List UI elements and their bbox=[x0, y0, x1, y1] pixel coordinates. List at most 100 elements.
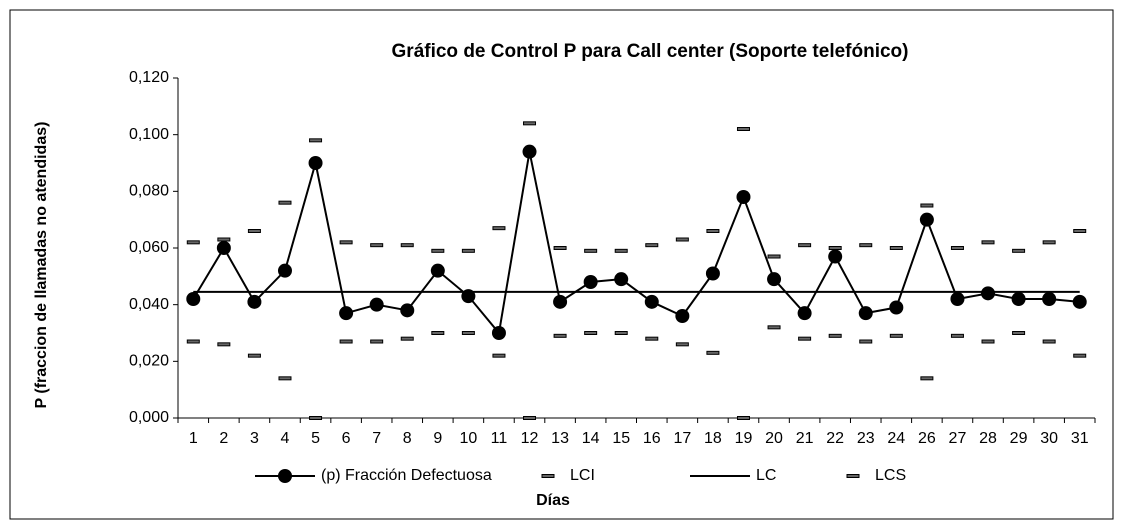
series-marker bbox=[309, 138, 323, 143]
x-tick-label: 16 bbox=[643, 430, 661, 447]
series-marker bbox=[645, 336, 659, 341]
y-tick-label: 0,120 bbox=[129, 69, 169, 86]
series-marker bbox=[1012, 331, 1026, 335]
series-marker bbox=[430, 263, 445, 278]
series-marker bbox=[675, 342, 689, 347]
series-marker bbox=[736, 190, 751, 204]
x-tick-label: 13 bbox=[551, 430, 569, 447]
x-tick-label: 17 bbox=[673, 430, 691, 447]
series-marker bbox=[431, 331, 445, 335]
series-marker bbox=[461, 331, 475, 335]
legend-label: (p) Fracción Defectuosa bbox=[321, 467, 492, 484]
x-tick-label: 31 bbox=[1071, 430, 1089, 447]
series-marker bbox=[400, 336, 414, 341]
chart-border bbox=[9, 9, 1114, 520]
series-marker bbox=[981, 286, 996, 301]
x-tick-label: 10 bbox=[459, 430, 477, 447]
series-marker bbox=[614, 331, 628, 335]
x-tick-label: 21 bbox=[796, 430, 814, 447]
series-marker bbox=[767, 254, 781, 259]
series-marker bbox=[1042, 339, 1056, 344]
series-marker bbox=[186, 339, 200, 344]
series-marker bbox=[492, 353, 506, 358]
y-tick-label: 0,080 bbox=[129, 183, 169, 200]
legend-marker bbox=[846, 474, 860, 478]
series-marker bbox=[369, 297, 384, 312]
series-marker bbox=[247, 353, 261, 358]
series-marker bbox=[400, 303, 415, 318]
series-marker bbox=[217, 342, 231, 347]
series-marker bbox=[858, 306, 873, 321]
series-marker bbox=[1072, 294, 1087, 309]
series-marker bbox=[584, 248, 598, 253]
x-tick-label: 6 bbox=[342, 430, 351, 447]
y-tick-label: 0,040 bbox=[129, 296, 169, 313]
series-marker bbox=[889, 333, 903, 338]
series-marker bbox=[706, 350, 720, 355]
x-tick-label: 9 bbox=[433, 430, 442, 447]
x-tick-label: 3 bbox=[250, 430, 259, 447]
x-tick-label: 14 bbox=[582, 430, 600, 447]
series-marker bbox=[950, 246, 964, 250]
series-marker bbox=[523, 416, 537, 420]
series-marker bbox=[828, 246, 842, 250]
series-marker bbox=[339, 240, 353, 245]
series-marker bbox=[278, 376, 292, 381]
y-tick-label: 0,100 bbox=[129, 126, 169, 143]
x-tick-label: 22 bbox=[826, 430, 844, 447]
series-marker bbox=[1011, 292, 1026, 306]
series-marker bbox=[216, 241, 231, 255]
series-marker bbox=[705, 266, 720, 281]
series-marker bbox=[828, 333, 842, 338]
series-marker bbox=[277, 263, 292, 278]
series-marker bbox=[523, 121, 537, 126]
series-marker bbox=[889, 300, 904, 315]
series-marker bbox=[492, 226, 506, 231]
series-marker bbox=[278, 200, 292, 205]
x-tick-label: 27 bbox=[949, 430, 967, 447]
series-marker bbox=[431, 248, 445, 253]
series-marker bbox=[675, 309, 690, 323]
series-marker bbox=[950, 292, 965, 306]
x-tick-label: 7 bbox=[372, 430, 381, 447]
series-marker bbox=[583, 275, 598, 289]
series-marker bbox=[706, 229, 720, 233]
series-marker bbox=[950, 333, 964, 338]
legend-marker bbox=[278, 469, 292, 483]
series-marker bbox=[553, 333, 567, 338]
series-marker bbox=[186, 292, 201, 306]
series-marker bbox=[889, 246, 903, 250]
series-marker bbox=[920, 203, 934, 208]
legend-label: LCS bbox=[875, 467, 906, 484]
series-marker bbox=[920, 376, 934, 381]
series-marker bbox=[309, 416, 323, 420]
series-marker bbox=[1012, 248, 1026, 253]
series-marker bbox=[859, 243, 873, 248]
series-marker bbox=[461, 248, 475, 253]
x-axis-title: Días bbox=[536, 492, 570, 509]
x-tick-label: 12 bbox=[521, 430, 539, 447]
series-marker bbox=[1042, 292, 1057, 306]
series-marker bbox=[553, 294, 568, 309]
x-tick-label: 1 bbox=[189, 430, 198, 447]
x-tick-label: 28 bbox=[979, 430, 997, 447]
series-marker bbox=[370, 243, 384, 248]
x-tick-label: 29 bbox=[1010, 430, 1028, 447]
series-line bbox=[192, 151, 1080, 336]
series-marker bbox=[767, 325, 781, 330]
series-marker bbox=[614, 272, 629, 287]
x-tick-label: 23 bbox=[857, 430, 875, 447]
series-marker bbox=[1073, 353, 1087, 358]
y-axis-title: P (fraccion de llamadas no atendidas) bbox=[33, 122, 50, 409]
series-marker bbox=[584, 331, 598, 335]
legend-label: LC bbox=[756, 467, 776, 484]
series-marker bbox=[644, 294, 659, 309]
series-marker bbox=[1042, 240, 1056, 245]
x-tick-label: 30 bbox=[1040, 430, 1058, 447]
series-marker bbox=[736, 416, 750, 420]
y-tick-label: 0,020 bbox=[129, 353, 169, 370]
y-tick-label: 0,000 bbox=[129, 409, 169, 426]
x-tick-label: 15 bbox=[612, 430, 630, 447]
x-tick-label: 19 bbox=[735, 430, 753, 447]
series-marker bbox=[400, 243, 414, 248]
